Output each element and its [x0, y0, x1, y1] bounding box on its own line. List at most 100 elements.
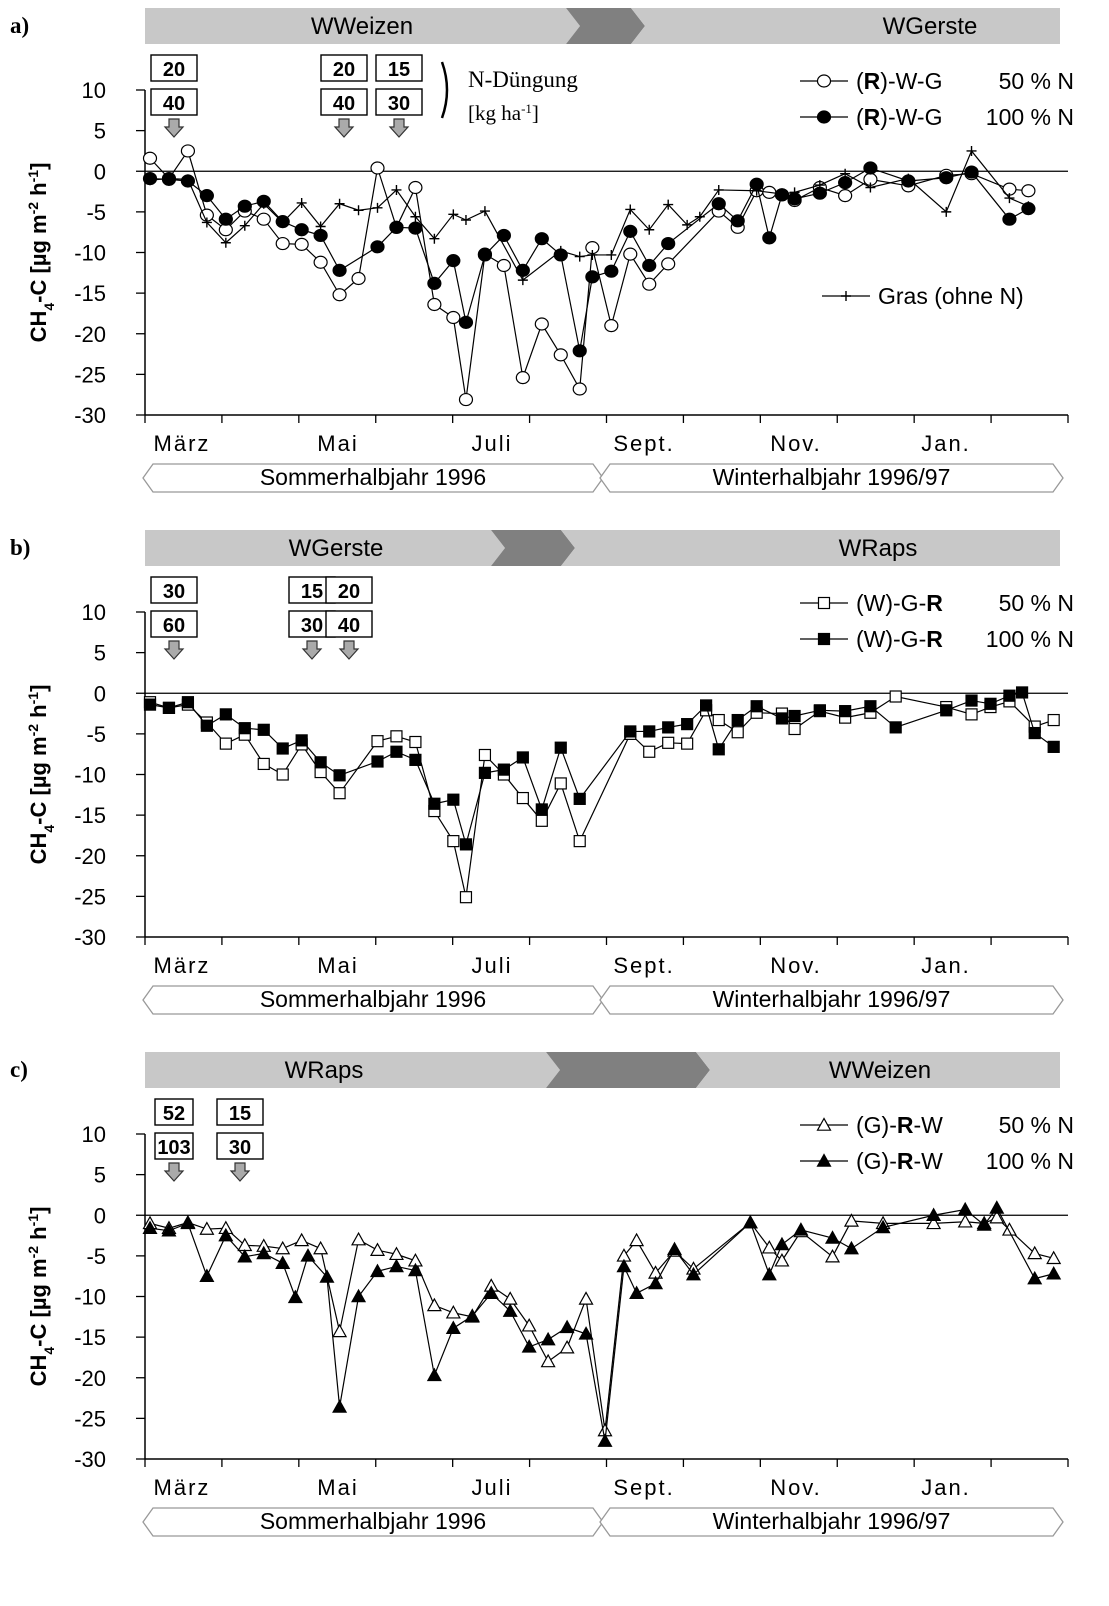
data-point	[555, 245, 566, 256]
legend-label-part: R	[897, 1148, 914, 1174]
crop-label: WRaps	[839, 535, 918, 562]
legend-label-part: R	[926, 626, 943, 652]
data-point	[685, 1266, 701, 1281]
data-point	[276, 742, 289, 755]
data-point	[276, 768, 289, 781]
data-point	[965, 708, 978, 721]
data-point	[711, 197, 726, 211]
month-label: Sept.	[613, 953, 674, 978]
data-point	[219, 708, 232, 721]
month-label: Juli	[471, 431, 512, 456]
y-tick-label: 10	[82, 78, 106, 103]
data-point	[199, 1268, 215, 1282]
crop-label: WGerste	[883, 13, 978, 40]
month-label: Mai	[317, 953, 358, 978]
data-point	[181, 696, 195, 709]
dose-100-label: 30	[229, 1137, 251, 1159]
data-point	[775, 712, 789, 725]
season-label: Winterhalbjahr 1996/97	[713, 1508, 951, 1534]
data-point	[497, 763, 510, 776]
data-point	[788, 722, 801, 736]
data-point	[459, 838, 473, 851]
data-point	[554, 777, 567, 790]
data-point	[840, 168, 851, 179]
legend-dose: 50 % N	[999, 68, 1074, 94]
legend-label-part: (G)-	[856, 1148, 897, 1174]
data-point	[814, 180, 825, 191]
series-1	[143, 686, 1060, 851]
data-point	[604, 264, 619, 278]
dose-100-label: 103	[157, 1137, 190, 1159]
data-point	[1003, 689, 1016, 702]
data-point	[517, 275, 528, 286]
y-axis-title-part: h	[26, 1226, 51, 1246]
data-point	[300, 1248, 316, 1262]
data-point	[838, 189, 853, 203]
month-label: Juli	[471, 1475, 512, 1500]
data-point	[447, 835, 460, 848]
season-box	[142, 1507, 604, 1537]
data-point	[926, 1215, 942, 1230]
dose-box-50	[216, 1098, 264, 1126]
data-point	[200, 719, 213, 732]
legend-label-part: -W	[914, 1112, 944, 1138]
legend-label: (G)-R-W	[856, 1112, 943, 1138]
dose-100-label: 40	[163, 93, 185, 115]
data-point	[370, 240, 385, 254]
data-point	[388, 1258, 404, 1273]
y-axis-title-part: 4	[41, 825, 57, 833]
data-point	[788, 709, 801, 723]
legend-dose: 100 % N	[986, 1148, 1074, 1174]
data-point	[559, 1319, 575, 1334]
fertilization-arrow	[388, 118, 410, 138]
dose-box-50	[325, 576, 373, 604]
data-point	[371, 755, 384, 768]
data-point	[258, 198, 269, 209]
data-point	[903, 173, 914, 184]
data-point	[966, 145, 977, 156]
y-axis-title-part: -2	[25, 202, 41, 215]
data-point	[700, 699, 713, 712]
dose-100-label: 30	[301, 615, 323, 637]
crop-label: WGerste	[289, 535, 384, 562]
data-point	[142, 1220, 158, 1235]
crop-label: WWeizen	[829, 1057, 931, 1084]
data-point	[427, 276, 442, 290]
data-point	[623, 224, 638, 238]
y-tick-label: 0	[94, 159, 106, 184]
y-tick-label: -10	[74, 763, 106, 788]
dose-100-label: 40	[338, 615, 360, 637]
data-point	[843, 1240, 859, 1255]
data-point	[540, 1331, 556, 1346]
data-point	[446, 310, 461, 325]
month-label: März	[154, 431, 211, 456]
data-point	[429, 233, 440, 244]
crop-bar	[696, 1052, 1060, 1088]
data-point	[534, 232, 549, 246]
month-label: Jan.	[921, 953, 971, 978]
data-point	[989, 1209, 1005, 1224]
data-point	[730, 214, 745, 228]
season-label: Sommerhalbjahr 1996	[260, 986, 486, 1012]
data-point	[629, 1285, 645, 1300]
crop-label: WWeizen	[311, 13, 413, 40]
data-point	[1004, 193, 1015, 204]
month-label: März	[154, 953, 211, 978]
data-point	[573, 835, 586, 848]
legend-label-part: R	[864, 104, 881, 130]
data-point	[839, 705, 852, 718]
y-tick-label: 5	[94, 1163, 106, 1188]
data-point	[372, 202, 383, 213]
crop-bar	[145, 8, 580, 44]
dose-box-100	[325, 610, 373, 638]
y-tick-label: -15	[74, 281, 106, 306]
crop-bar	[145, 1052, 560, 1088]
data-point	[940, 704, 953, 717]
data-point	[313, 1240, 329, 1255]
data-point	[294, 1232, 310, 1247]
data-point	[957, 1214, 973, 1228]
y-axis-title: CH4-C [µg m-2 h-1]	[25, 685, 57, 865]
season-label: Sommerhalbjahr 1996	[260, 464, 486, 490]
crop-bar	[561, 530, 1060, 566]
data-point	[447, 793, 460, 806]
